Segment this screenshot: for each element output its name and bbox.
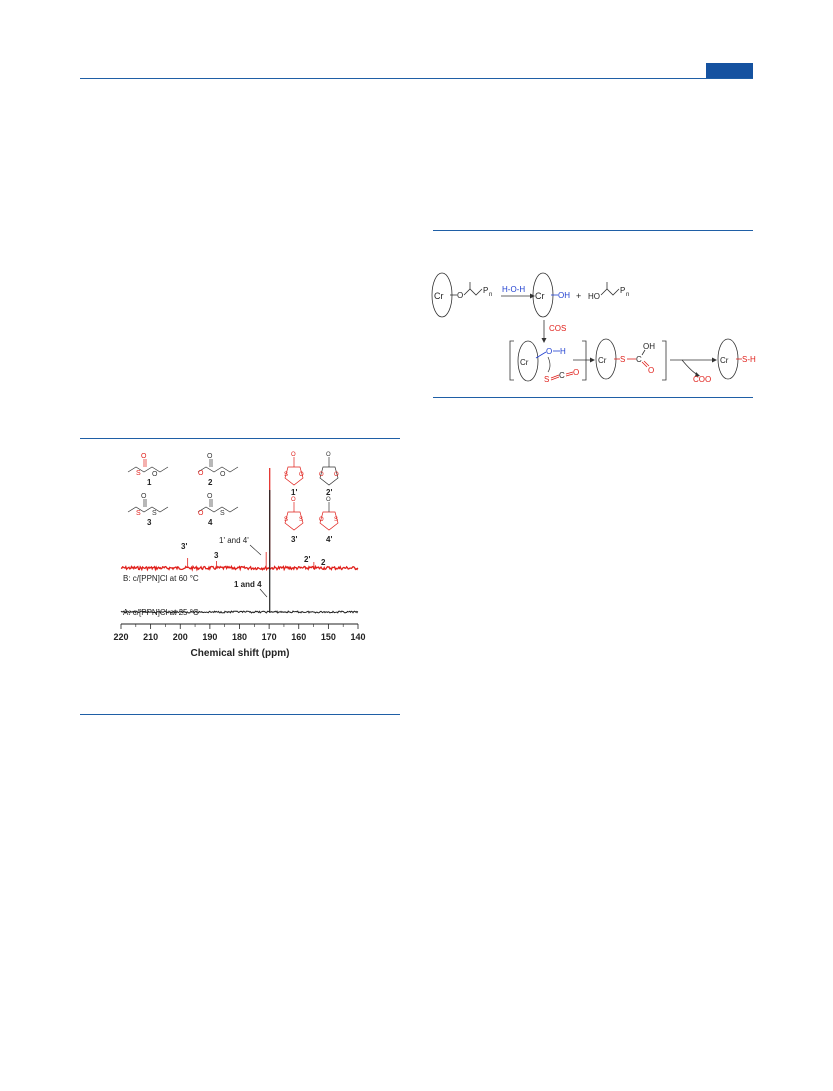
oh-thio: OH bbox=[643, 342, 655, 351]
peak-label-3: 3 bbox=[214, 551, 219, 560]
structure-2prime: O O O 2' bbox=[319, 452, 339, 497]
x-tick-label: 140 bbox=[350, 632, 365, 642]
svg-text:S: S bbox=[152, 510, 157, 517]
x-tick-label: 200 bbox=[173, 632, 188, 642]
coo-byproduct: COO bbox=[693, 375, 711, 384]
x-tick-label: 150 bbox=[321, 632, 336, 642]
cr-3: Cr bbox=[520, 358, 529, 367]
svg-text:O: O bbox=[198, 510, 204, 517]
svg-text:S: S bbox=[284, 472, 288, 478]
svg-text:O: O bbox=[319, 517, 324, 523]
scheme-bottom-rule bbox=[433, 397, 753, 398]
x-axis-label: Chemical shift (ppm) bbox=[191, 648, 290, 659]
svg-text:O: O bbox=[326, 452, 331, 458]
label-2: 2 bbox=[208, 478, 213, 487]
peak-label-1prime4prime: 1' and 4' bbox=[219, 536, 249, 545]
figure-bottom-rule bbox=[80, 714, 400, 715]
o-thio: O bbox=[648, 366, 654, 375]
label-3prime: 3' bbox=[291, 535, 297, 544]
cos-reagent: COS bbox=[549, 324, 566, 333]
label-1: 1 bbox=[147, 478, 152, 487]
cr-5: Cr bbox=[720, 356, 729, 365]
label-3: 3 bbox=[147, 518, 152, 527]
x-axis: 220 210 200 190 180 170 160 150 140 bbox=[113, 623, 366, 642]
o-intermediate: O bbox=[546, 347, 552, 356]
x-tick-label: 210 bbox=[143, 632, 158, 642]
svg-text:S: S bbox=[136, 510, 141, 517]
s-thio: S bbox=[620, 355, 625, 364]
svg-text:O: O bbox=[141, 493, 147, 500]
structure-1prime: S O O 1' bbox=[284, 452, 304, 497]
svg-text:S: S bbox=[220, 510, 225, 517]
reaction-scheme: Cr O P n H-O-H Cr OH + HO P n COS Cr O H… bbox=[431, 272, 756, 384]
x-tick-label: 180 bbox=[232, 632, 247, 642]
spectrum-baseline-b bbox=[120, 564, 359, 572]
pn-2-sub: n bbox=[626, 292, 629, 298]
nmr-figure: S O O 1 O O O 2 S S O 3 O S O 4 S O bbox=[113, 452, 366, 659]
structure-4prime: O S O 4' bbox=[319, 497, 339, 544]
svg-text:O: O bbox=[334, 472, 339, 478]
reagent-water: H-O-H bbox=[502, 285, 525, 294]
o-1: O bbox=[457, 291, 463, 300]
structure-1: S O O 1 bbox=[127, 453, 169, 487]
o-cos-intermediate: O bbox=[573, 368, 579, 377]
pn-2: P bbox=[620, 286, 625, 295]
svg-text:O: O bbox=[220, 471, 226, 478]
x-tick-label: 190 bbox=[202, 632, 217, 642]
spectrum-baseline-a bbox=[120, 610, 359, 614]
c-intermediate: C bbox=[559, 371, 565, 380]
header-tab bbox=[706, 63, 753, 78]
structure-2: O O O 2 bbox=[197, 453, 239, 487]
svg-text:O: O bbox=[152, 471, 158, 478]
cr-2: Cr bbox=[535, 291, 545, 301]
pn-1: P bbox=[483, 286, 488, 295]
svg-text:O: O bbox=[291, 497, 296, 503]
plus-sign: + bbox=[576, 291, 581, 301]
structure-3prime: S S O 3' bbox=[284, 497, 304, 544]
svg-text:O: O bbox=[198, 470, 204, 477]
scheme-top-rule bbox=[433, 230, 753, 231]
x-tick-label: 220 bbox=[113, 632, 128, 642]
peak-label-2prime: 2' bbox=[304, 555, 310, 564]
structure-3: S S O 3 bbox=[127, 493, 169, 527]
label-4prime: 4' bbox=[326, 535, 332, 544]
svg-text:O: O bbox=[319, 472, 324, 478]
label-1prime: 1' bbox=[291, 488, 297, 497]
svg-text:S: S bbox=[284, 517, 288, 523]
s-h-final: S-H bbox=[742, 355, 756, 364]
svg-text:O: O bbox=[207, 453, 213, 460]
spectra-layer bbox=[120, 468, 359, 614]
cr-1: Cr bbox=[434, 291, 444, 301]
oh-1: OH bbox=[558, 291, 570, 300]
label-4: 4 bbox=[208, 518, 213, 527]
x-tick-label: 170 bbox=[262, 632, 277, 642]
s-intermediate: S bbox=[544, 375, 549, 384]
figure-top-rule bbox=[80, 438, 400, 439]
svg-text:O: O bbox=[141, 453, 147, 460]
h-intermediate: H bbox=[560, 347, 566, 356]
svg-text:O: O bbox=[299, 472, 304, 478]
svg-text:S: S bbox=[136, 470, 141, 477]
peak-label-1and4: 1 and 4 bbox=[234, 580, 262, 589]
cr-4: Cr bbox=[598, 356, 607, 365]
c-thio: C bbox=[636, 355, 642, 364]
svg-text:O: O bbox=[291, 452, 296, 458]
header-rule bbox=[80, 78, 753, 79]
svg-text:O: O bbox=[326, 497, 331, 503]
peak-label-3prime: 3' bbox=[181, 542, 187, 551]
x-tick-label: 160 bbox=[291, 632, 306, 642]
svg-text:S: S bbox=[299, 517, 303, 523]
pn-1-sub: n bbox=[489, 292, 492, 298]
cr-ring-3 bbox=[517, 340, 539, 382]
svg-text:S: S bbox=[334, 517, 338, 523]
svg-text:O: O bbox=[207, 493, 213, 500]
label-2prime: 2' bbox=[326, 488, 332, 497]
trace-b-label: B: c/[PPN]Cl at 60 °C bbox=[123, 574, 199, 583]
structure-4: O S O 4 bbox=[197, 493, 239, 527]
peak-label-2: 2 bbox=[321, 558, 326, 567]
ho-product: HO bbox=[588, 292, 600, 301]
